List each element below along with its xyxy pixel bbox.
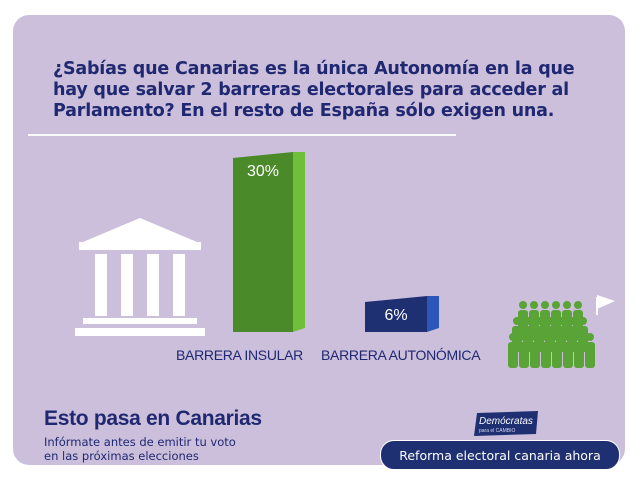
category-label-autonomica: BARRERA AUTONÓMICA <box>321 347 481 363</box>
logo-text: Demócratas <box>479 416 533 427</box>
person-head <box>519 301 527 309</box>
crowd-icon <box>508 295 615 368</box>
person-head <box>564 333 572 341</box>
barrier-chart: 30% 6% <box>233 152 439 332</box>
person-head <box>546 317 554 325</box>
person-body <box>519 342 529 368</box>
person-head <box>579 317 587 325</box>
person-body <box>552 342 562 368</box>
person-head <box>542 333 550 341</box>
logo-subtext: para el CAMBIO <box>479 428 516 434</box>
reforma-button[interactable]: Reforma electoral canaria ahora <box>380 440 620 470</box>
person-head <box>530 301 538 309</box>
person-head <box>553 333 561 341</box>
person-head <box>557 317 565 325</box>
person-head <box>552 301 560 309</box>
democratas-logo: Demócratas para el CAMBIO <box>474 411 538 436</box>
person-body <box>541 342 551 368</box>
person-head <box>574 301 582 309</box>
bar-autonomica: 6% <box>365 296 439 332</box>
person-head <box>520 333 528 341</box>
person-head <box>586 333 594 341</box>
bar-insular: 30% <box>233 152 305 332</box>
parliament-building-icon <box>75 218 205 336</box>
person-body <box>530 342 540 368</box>
question-text: ¿Sabías que Canarias es la única Autonom… <box>53 59 575 121</box>
page-number: 9 <box>622 455 627 463</box>
value-label-insular: 30% <box>247 163 279 180</box>
person-body <box>563 342 573 368</box>
person-head <box>509 333 517 341</box>
person-head <box>568 317 576 325</box>
divider <box>28 134 456 136</box>
category-label-insular: BARRERA INSULAR <box>176 347 303 363</box>
subtext: Infórmate antes de emitir tu voto en las… <box>44 435 236 463</box>
subtext-line-1: Infórmate antes de emitir tu voto <box>44 435 236 449</box>
person-head <box>524 317 532 325</box>
headline: Esto pasa en Canarias <box>44 407 262 430</box>
person-head <box>563 301 571 309</box>
value-label-autonomica: 6% <box>384 307 407 324</box>
person-head <box>531 333 539 341</box>
person-head <box>513 317 521 325</box>
person-body <box>508 342 518 368</box>
person-body <box>574 342 584 368</box>
person-head <box>535 317 543 325</box>
person-body <box>585 342 595 368</box>
slide: ¿Sabías que Canarias es la única Autonom… <box>13 15 627 470</box>
person-head <box>541 301 549 309</box>
person-head <box>575 333 583 341</box>
subtext-line-2: en las próximas elecciones <box>44 449 199 463</box>
